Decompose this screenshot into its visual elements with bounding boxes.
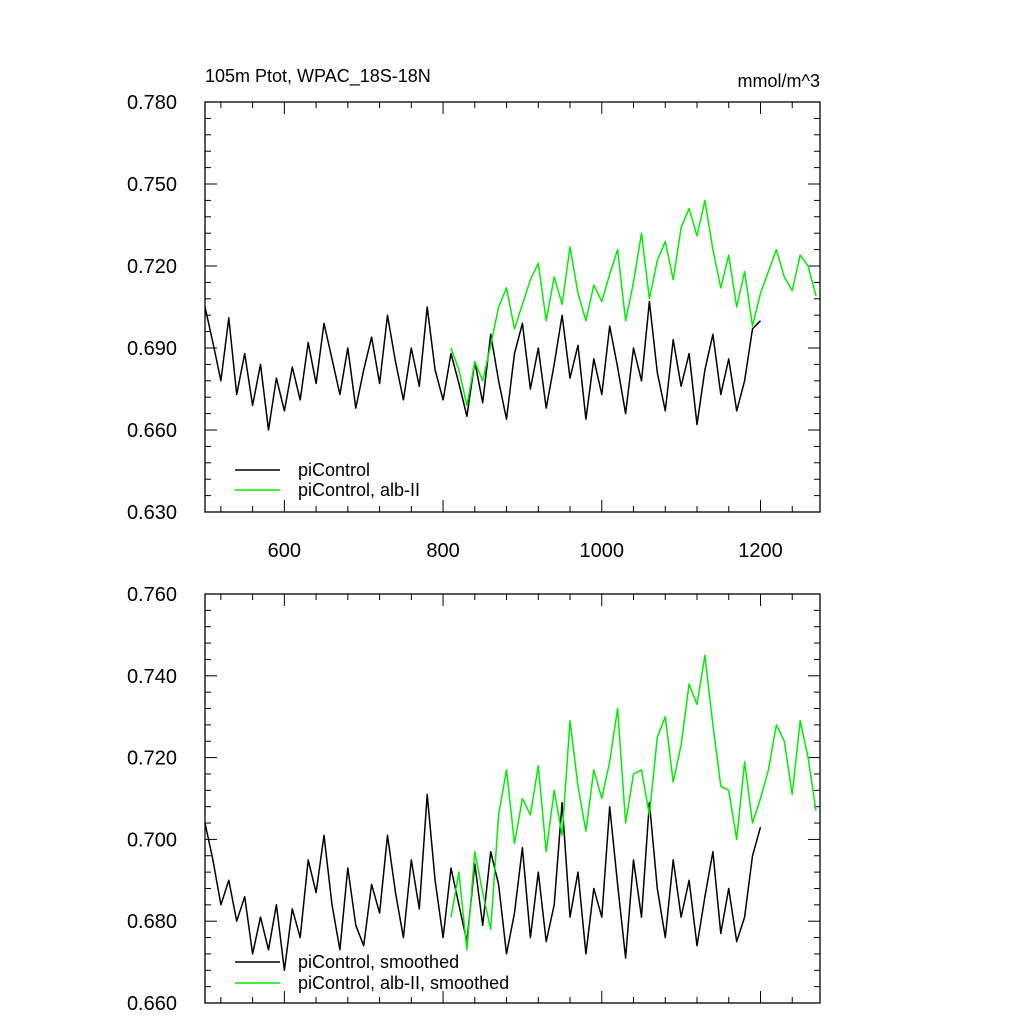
units-label: mmol/m^3 [738, 71, 820, 91]
top-axes: 0.630 0.660 0.690 0.720 0.750 0.780 600 800 1000… [127, 92, 821, 562]
y-tick-label: 0.780 [127, 92, 177, 114]
y-tick-label: 0.720 [127, 256, 177, 278]
top-series-lines [204, 199, 817, 431]
y-tick-label: 0.720 [127, 748, 177, 770]
bottom-series-lines [204, 654, 817, 972]
top-panel: 105m Ptot, WPAC_18S-18N mmol/m^3 0.6300.… [127, 66, 821, 562]
y-tick-label: 0.740 [127, 666, 177, 688]
y-tick-label: 0.700 [127, 829, 177, 851]
series-line-picontrol-smoothed [204, 793, 762, 972]
chart-title: 105m Ptot, WPAC_18S-18N [205, 66, 431, 87]
x-tick-label: 1200 [738, 540, 783, 562]
y-tick-label: 0.680 [127, 911, 177, 933]
y-tick-label: 0.750 [127, 174, 177, 196]
y-tick-label: 0.760 [127, 584, 177, 606]
series-line-picontrol-alb-ii-smoothed [450, 654, 817, 951]
x-tick-label: 1000 [580, 540, 625, 562]
top-legend: piControl piControl, alb-II [235, 460, 420, 500]
y-tick-label: 0.660 [127, 993, 177, 1015]
legend-label-alb-ii-smoothed: piControl, alb-II, smoothed [298, 973, 509, 993]
plot-frame-2 [204, 593, 821, 1004]
x-tick-label: 800 [426, 540, 459, 562]
series-line-picontrol [204, 300, 762, 431]
legend-label-picontrol-smoothed: piControl, smoothed [298, 952, 459, 972]
series-line-picontrol-alb-ii [450, 199, 817, 407]
legend-label-picontrol: piControl [298, 460, 370, 480]
legend-label-alb-ii: piControl, alb-II [298, 480, 420, 500]
y-tick-label: 0.690 [127, 338, 177, 360]
plot-frame-1 [204, 101, 821, 513]
y-tick-label: 0.630 [127, 502, 177, 524]
bottom-panel: 0.660 0.680 0.700 0.720 0.740 0.760 piControl… [127, 584, 821, 1015]
bottom-legend: piControl, smoothed piControl, alb-II, s… [235, 952, 509, 993]
x-tick-label: 600 [268, 540, 301, 562]
bottom-axes: 0.660 0.680 0.700 0.720 0.740 0.760 [127, 584, 821, 1015]
y-tick-label: 0.660 [127, 420, 177, 442]
